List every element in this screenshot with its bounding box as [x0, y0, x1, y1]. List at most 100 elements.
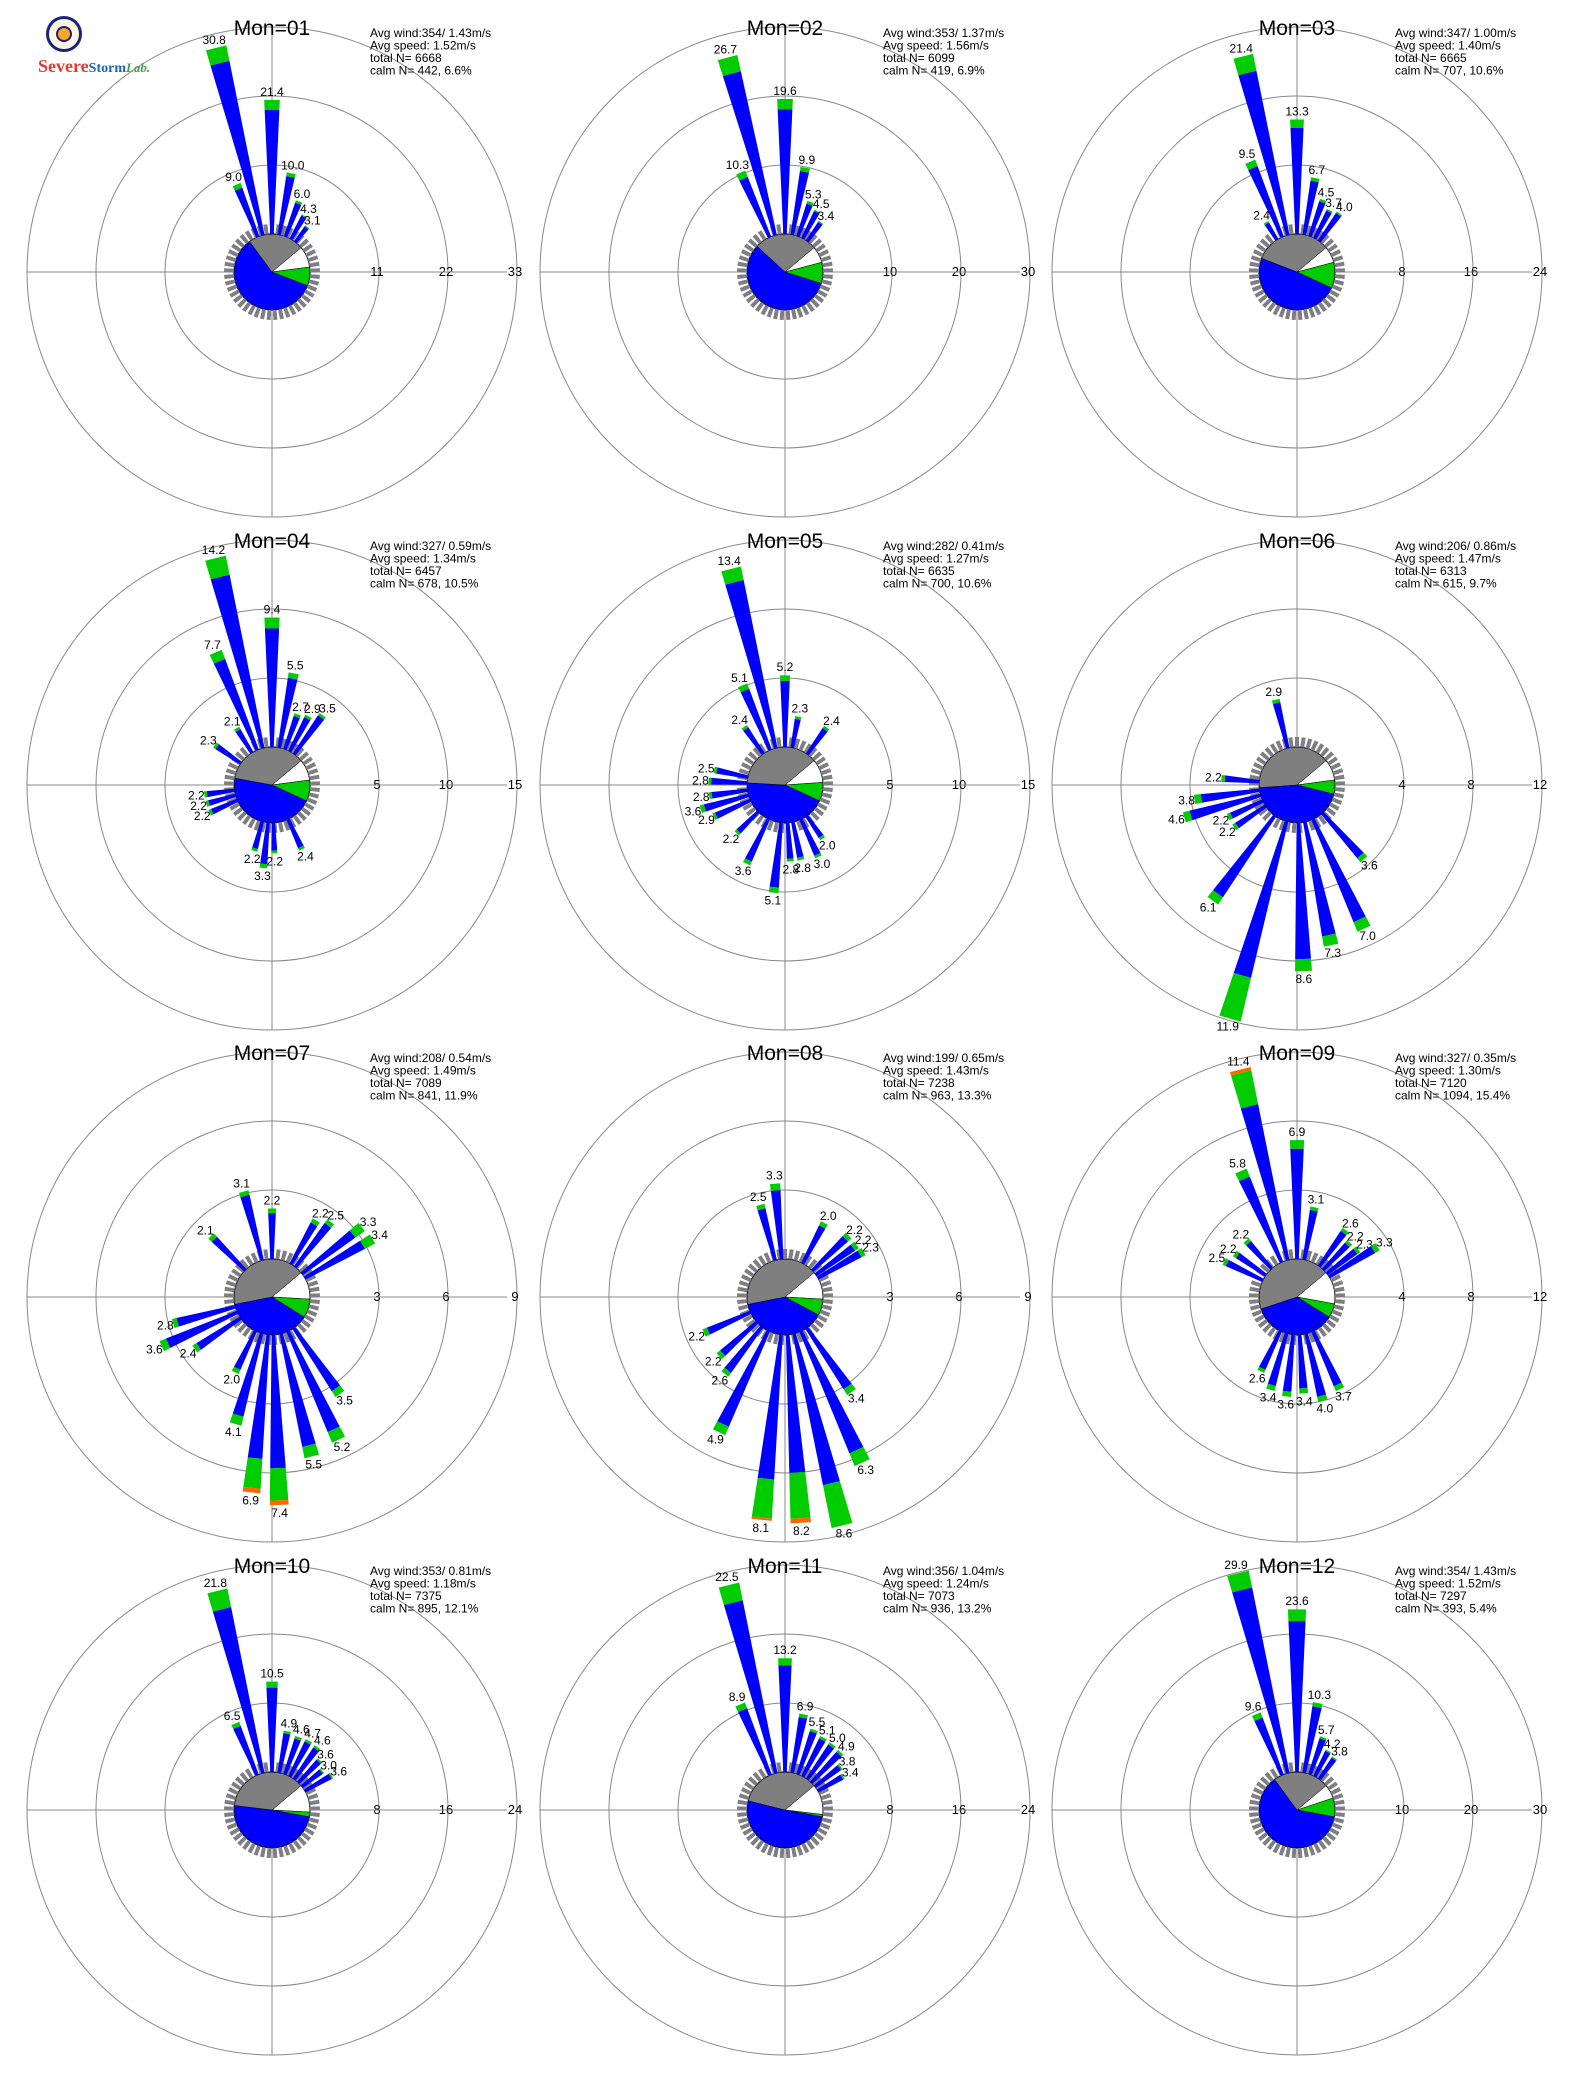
wind-bar-segment — [212, 1607, 265, 1774]
gray-bar — [247, 817, 256, 829]
wind-bar-segment — [1353, 916, 1371, 932]
wind-bar-segment — [229, 1413, 244, 1426]
wind-bar-segment — [857, 1248, 866, 1258]
wind-bar-segment — [319, 1768, 325, 1774]
gray-bar — [1250, 768, 1262, 775]
gray-bar — [821, 1817, 833, 1824]
gray-bar — [742, 1314, 753, 1323]
bar-label: 5.1 — [764, 894, 781, 908]
wind-bar-segment — [699, 804, 706, 813]
bar-label: 3.6 — [1361, 858, 1378, 872]
wind-bar-segment — [1230, 1070, 1259, 1109]
gray-bar — [1315, 1768, 1325, 1779]
gray-bar — [737, 1812, 748, 1818]
gray-bar — [302, 1781, 313, 1791]
gray-bar — [308, 1817, 320, 1824]
bar-label: 9.0 — [225, 170, 242, 184]
gray-bar — [1330, 249, 1342, 257]
wind-bar-segment — [1225, 1259, 1264, 1282]
wind-bar-segment — [1200, 788, 1260, 803]
gray-bar — [791, 1846, 798, 1858]
bar-label: 2.3 — [791, 702, 808, 716]
gray-bar — [1257, 1319, 1269, 1329]
stats-line: Avg speed: 1.52m/s — [1395, 1577, 1501, 1591]
gray-bar — [1249, 268, 1260, 273]
gray-bar — [737, 1817, 749, 1824]
stats-line: total N= 6665 — [1395, 51, 1467, 65]
bar-label: 3.3 — [360, 1215, 377, 1229]
gray-bar — [1269, 1255, 1279, 1266]
wind-bar-segment — [286, 172, 296, 178]
wind-bar-segment — [721, 1367, 732, 1377]
gray-bar — [253, 1332, 261, 1343]
bar-label: 2.1 — [197, 1223, 214, 1237]
wind-bar-segment — [801, 1738, 826, 1778]
gray-bar — [304, 289, 315, 298]
wind-bar-segment — [1219, 973, 1252, 1022]
bar-label: 5.3 — [805, 187, 822, 201]
wind-bar-segment — [231, 1721, 241, 1730]
gray-bar — [1294, 737, 1300, 748]
gray-bar — [244, 230, 254, 241]
gray-bar — [244, 1255, 254, 1266]
bar-label: 9.6 — [1245, 1700, 1262, 1714]
wind-bar-segment — [1266, 1383, 1276, 1392]
gray-bar — [1257, 807, 1269, 817]
gray-bar — [757, 1255, 767, 1266]
wind-bar-segment — [780, 675, 790, 681]
gray-bar — [1332, 1793, 1344, 1800]
gray-bar — [308, 1304, 320, 1311]
wind-bar-segment — [1222, 1258, 1229, 1267]
gray-bar — [1317, 1839, 1327, 1851]
wind-bar-segment — [712, 812, 718, 820]
wind-bar-segment — [814, 209, 821, 214]
gray-bar — [1325, 1832, 1337, 1842]
wind-bar-segment — [264, 628, 280, 748]
wind-bar-segment — [283, 1730, 291, 1735]
wind-bar-segment — [813, 1765, 842, 1788]
bar-label: 3.1 — [233, 1177, 250, 1191]
stats-line: Avg wind:282/ 0.41m/s — [883, 539, 1004, 553]
stats-line: Avg speed: 1.40m/s — [1395, 39, 1501, 53]
gray-bar — [747, 1263, 758, 1273]
wind-bar-segment — [298, 845, 305, 851]
wind-bar-segment — [233, 1725, 259, 1776]
gray-bar — [259, 308, 266, 320]
gray-bar — [737, 1806, 748, 1811]
wind-bar-segment — [1344, 1240, 1353, 1248]
wind-bar-segment — [805, 727, 828, 756]
gray-bar — [744, 1268, 755, 1278]
wind-bar-segment — [743, 858, 752, 866]
gray-bar — [1278, 1845, 1286, 1856]
wind-bar-segment — [1309, 1206, 1319, 1212]
bar-label: 7.4 — [271, 1506, 288, 1520]
gray-bar — [1324, 238, 1335, 248]
bar-label: 9.4 — [264, 602, 281, 616]
wind-bar-segment — [277, 176, 295, 236]
gray-bar — [232, 1319, 244, 1329]
wind-bar-segment — [1235, 1252, 1267, 1277]
bar-label: 5.0 — [829, 1731, 846, 1745]
gray-bar — [239, 1771, 249, 1782]
bar-label: 2.9 — [304, 702, 321, 716]
gray-bar — [1334, 1812, 1345, 1818]
gray-bar — [232, 1832, 244, 1842]
gray-bar — [766, 1332, 774, 1343]
wind-bar-segment — [1340, 1227, 1349, 1235]
gray-bar — [744, 243, 755, 253]
bar-label: 3.0 — [814, 857, 831, 871]
bar-label: 9.5 — [1239, 147, 1256, 161]
bar-label: 2.2 — [244, 852, 261, 866]
bar-label: 2.2 — [1232, 1228, 1249, 1242]
wind-bar-segment — [1272, 702, 1290, 749]
gray-bar — [253, 307, 261, 318]
gray-bar — [1267, 1839, 1277, 1851]
bar-label: 4.5 — [1318, 185, 1335, 199]
wind-bar-segment — [711, 777, 748, 785]
gray-bar — [305, 1787, 317, 1795]
gray-bar — [297, 298, 307, 308]
stats-line: Avg wind:354/ 1.43m/s — [1395, 1564, 1516, 1578]
